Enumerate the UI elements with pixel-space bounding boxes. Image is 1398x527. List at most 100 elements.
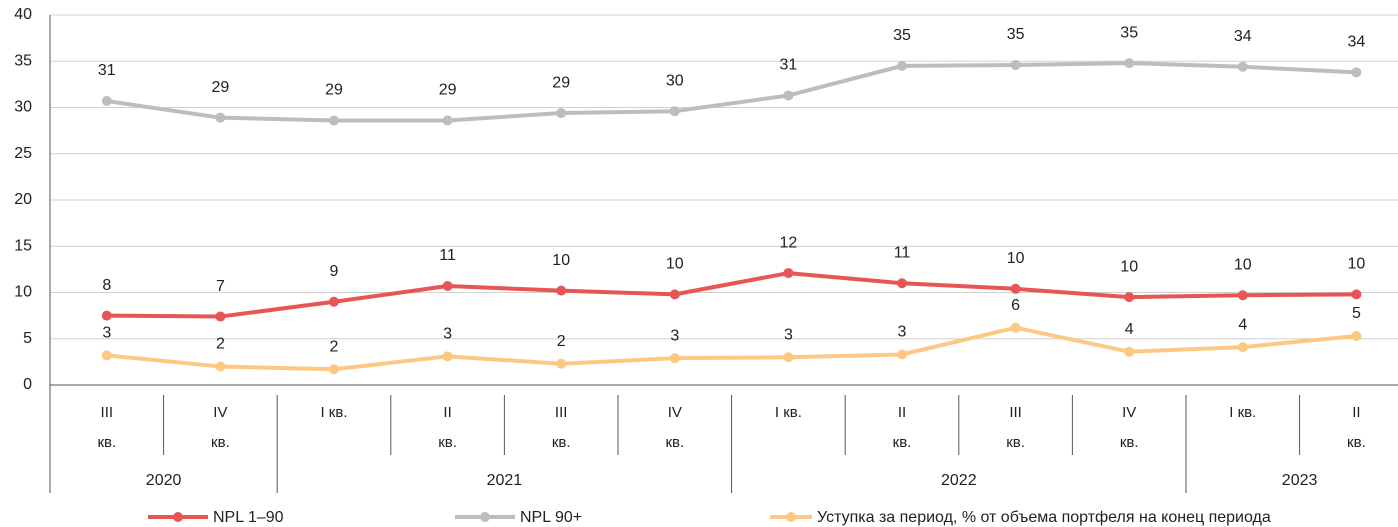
data-label: 30 bbox=[666, 72, 684, 89]
x-tick-label: II кв. bbox=[1347, 404, 1366, 451]
data-label: 10 bbox=[1120, 258, 1138, 275]
marker bbox=[101, 350, 112, 361]
y-tick-label: 15 bbox=[14, 237, 32, 254]
marker bbox=[1237, 342, 1248, 353]
marker bbox=[1351, 67, 1362, 78]
marker bbox=[556, 108, 567, 119]
data-label: 35 bbox=[1120, 24, 1138, 41]
data-label: 10 bbox=[666, 256, 684, 273]
marker bbox=[215, 361, 226, 372]
marker bbox=[783, 90, 794, 101]
data-label: 29 bbox=[439, 82, 457, 99]
marker bbox=[329, 364, 339, 375]
marker bbox=[101, 96, 112, 107]
y-tick-label: 20 bbox=[14, 191, 32, 208]
x-tick-label: I кв. bbox=[774, 404, 802, 421]
data-label: 7 bbox=[216, 278, 225, 295]
marker bbox=[1124, 346, 1135, 357]
x-tick-label: II кв. bbox=[438, 404, 457, 451]
data-label: 11 bbox=[894, 244, 911, 261]
marker bbox=[215, 112, 226, 123]
marker bbox=[101, 310, 112, 321]
year-label: 2021 bbox=[487, 472, 523, 489]
x-tick-label: II кв. bbox=[892, 404, 912, 451]
data-label: 29 bbox=[325, 82, 343, 99]
x-tick-label: III кв. bbox=[1006, 404, 1025, 451]
marker bbox=[442, 281, 453, 292]
marker bbox=[1351, 330, 1362, 341]
marker bbox=[783, 352, 794, 363]
marker bbox=[897, 349, 907, 360]
marker bbox=[1237, 290, 1248, 301]
data-label: 29 bbox=[212, 79, 230, 96]
y-tick-label: 40 bbox=[14, 6, 32, 23]
marker bbox=[442, 351, 453, 362]
x-tick-label: IV кв. bbox=[211, 404, 230, 451]
year-label: 2020 bbox=[146, 472, 182, 489]
data-label: 35 bbox=[893, 27, 911, 44]
data-label: 34 bbox=[1234, 28, 1252, 45]
marker bbox=[669, 353, 680, 364]
legend-label: NPL 90+ bbox=[520, 509, 582, 526]
x-tick-label: III кв. bbox=[97, 404, 117, 451]
marker bbox=[897, 278, 907, 289]
y-tick-label: 0 bbox=[23, 376, 32, 393]
data-label: 29 bbox=[552, 74, 570, 91]
data-label: 3 bbox=[784, 326, 793, 343]
marker bbox=[1010, 322, 1021, 333]
marker bbox=[329, 115, 339, 126]
data-label: 31 bbox=[98, 62, 116, 79]
marker bbox=[1124, 292, 1135, 303]
marker bbox=[669, 289, 680, 300]
y-tick-label: 35 bbox=[14, 52, 32, 69]
data-label: 9 bbox=[330, 263, 339, 280]
marker bbox=[556, 285, 567, 296]
legend-marker bbox=[173, 512, 183, 522]
data-label: 35 bbox=[1007, 26, 1025, 43]
y-tick-label: 10 bbox=[14, 284, 32, 301]
marker bbox=[215, 311, 226, 322]
data-label: 11 bbox=[439, 247, 456, 264]
data-label: 3 bbox=[898, 324, 907, 341]
x-tick-label: IV кв. bbox=[665, 404, 685, 451]
y-tick-label: 25 bbox=[14, 145, 32, 162]
data-label: 2 bbox=[557, 333, 566, 350]
legend-label: NPL 1–90 bbox=[213, 509, 284, 526]
data-label: 3 bbox=[443, 326, 452, 343]
legend-label: Уступка за период, % от объема портфеля … bbox=[817, 509, 1271, 526]
data-label: 10 bbox=[552, 252, 570, 269]
x-tick-label: I кв. bbox=[1229, 404, 1257, 421]
line bbox=[106, 325, 1357, 372]
data-label: 34 bbox=[1348, 34, 1366, 51]
year-label: 2023 bbox=[1282, 472, 1318, 489]
data-label: 2 bbox=[216, 336, 225, 353]
y-tick-label: 30 bbox=[14, 99, 32, 116]
marker bbox=[1010, 59, 1021, 70]
data-label: 8 bbox=[102, 277, 111, 294]
marker bbox=[1124, 58, 1135, 69]
data-label: 10 bbox=[1348, 256, 1366, 273]
year-label: 2022 bbox=[941, 472, 977, 489]
data-label: 10 bbox=[1234, 256, 1252, 273]
marker bbox=[1237, 61, 1248, 72]
data-label: 4 bbox=[1238, 316, 1247, 333]
x-tick-label: I кв. bbox=[320, 404, 348, 421]
data-label: 5 bbox=[1352, 305, 1361, 322]
line bbox=[106, 61, 1357, 123]
y-tick-label: 5 bbox=[23, 330, 32, 347]
marker bbox=[329, 296, 339, 307]
marker bbox=[783, 268, 794, 279]
data-label: 3 bbox=[102, 325, 111, 342]
data-label: 6 bbox=[1011, 297, 1020, 314]
data-label: 12 bbox=[780, 234, 798, 251]
marker bbox=[1010, 283, 1021, 294]
marker bbox=[669, 106, 680, 117]
marker bbox=[556, 358, 567, 369]
legend-marker bbox=[480, 512, 490, 522]
data-label: 31 bbox=[780, 57, 798, 74]
data-label: 10 bbox=[1007, 250, 1025, 267]
data-label: 3 bbox=[670, 327, 679, 344]
marker bbox=[897, 60, 907, 71]
